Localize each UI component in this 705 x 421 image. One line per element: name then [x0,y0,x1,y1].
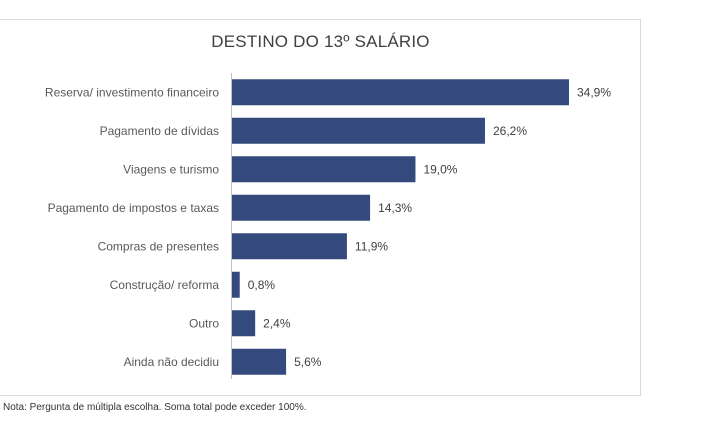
bar [232,117,485,144]
bar [232,271,240,298]
data-label: 19,0% [423,162,457,176]
bar [232,310,256,337]
category-label: Compras de presentes [98,239,219,253]
bar [232,79,569,106]
category-label: Viagens e turismo [123,162,219,176]
bar [232,348,287,375]
data-label: 2,4% [263,316,291,330]
data-label: 26,2% [493,124,527,138]
data-label: 34,9% [577,85,611,99]
data-label: 0,8% [248,278,276,292]
category-label: Ainda não decidiu [124,355,219,369]
data-label: 5,6% [294,355,322,369]
labels-layer: Reserva/ investimento financeiro 34,9% Pag… [45,85,611,369]
bar [232,194,371,221]
bars-layer [232,79,569,375]
footnote: Nota: Pergunta de múltipla escolha. Soma… [3,402,307,413]
chart-title: DESTINO DO 13º SALÁRIO [211,32,430,51]
category-label: Pagamento de dívidas [100,124,219,138]
category-label: Outro [189,316,219,330]
category-label: Construção/ reforma [110,278,220,292]
category-label: Reserva/ investimento financeiro [45,85,219,99]
category-label: Pagamento de impostos e taxas [48,201,219,215]
bar [232,156,416,183]
bar [232,233,347,260]
data-label: 14,3% [378,201,412,215]
data-label: 11,9% [355,239,388,253]
